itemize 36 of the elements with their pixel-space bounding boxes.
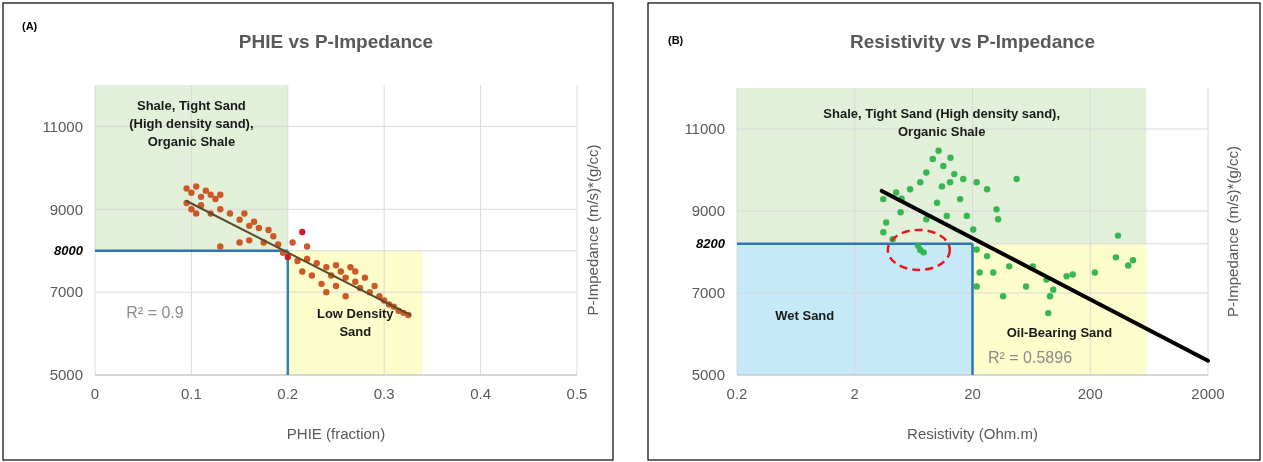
x-tick-label: 0.3 [373,385,395,402]
band-label: Shale, Tight Sand (High density sand), Organic Shale [823,106,1061,139]
annotation: R² = 0.5896 [987,349,1073,366]
x-tick-label: 0.1 [180,385,202,402]
y-axis-title: P-Impedance (m/s)*(g/cc) [1224,146,1241,317]
y-tick-label: 5000 [49,366,83,384]
chart-title: Resistivity vs P-Impedance [850,31,1095,52]
band-label: Shale, Tight Sand (High density sand), Organic Shale [129,98,254,149]
text: (B) [668,34,684,46]
x-tick-label: 0.5 [566,385,588,402]
x-tick-label: 2 [850,385,859,402]
y-tick-label: 5000 [691,366,725,384]
y-tick-label: 9000 [691,202,725,220]
x-tick-label: 0 [90,385,100,402]
y-tick-label: 8000 [54,243,84,259]
y-tick-label: 7000 [49,283,83,301]
x-tick-label: 200 [1077,385,1103,402]
y-axis-title: P-Impedance (m/s)*(g/cc) [584,144,601,316]
y-tick-label: 11000 [42,117,83,135]
y-tick-label: 9000 [49,200,83,218]
x-axis-title: Resistivity (Ohm.m) [907,425,1038,442]
band-label: Oil-Bearing Sand [1006,325,1113,340]
x-tick-label: 20 [964,385,981,402]
band-label: Wet Sand [775,308,835,323]
y-tick-label: 11000 [684,120,725,138]
x-tick-label: 0.2 [726,385,748,402]
x-axis-title: PHIE (fraction) [286,425,386,442]
y-tick-label: 8200 [696,236,726,252]
y-tick-label: 7000 [691,284,725,302]
annotation: R² = 0.9 [126,304,184,321]
text: (A) [22,20,38,32]
x-tick-label: 2000 [1191,385,1225,402]
x-tick-label: 0.2 [277,385,299,402]
band-label: Low Density Sand [316,306,395,339]
chart-title: PHIE vs P-Impedance [238,31,434,52]
x-tick-label: 0.4 [470,385,492,402]
